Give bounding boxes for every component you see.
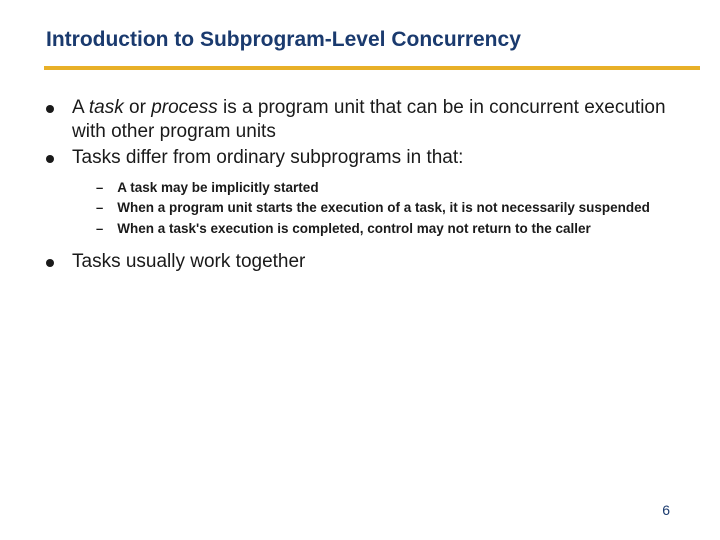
bullet-dot-icon (46, 155, 54, 163)
title-underline (44, 66, 700, 70)
dash-icon: – (96, 221, 103, 236)
sub-item-3: – When a task's execution is completed, … (96, 220, 680, 238)
bullet-text-2: Tasks differ from ordinary subprograms i… (72, 146, 463, 170)
b1-italic-task: task (89, 97, 124, 118)
slide-title: Introduction to Subprogram-Level Concurr… (46, 28, 680, 52)
sub-text-3: When a task's execution is completed, co… (117, 220, 591, 238)
bullet-item-3: Tasks usually work together (46, 250, 680, 274)
dash-icon: – (96, 180, 103, 195)
sub-text-2: When a program unit starts the execution… (117, 199, 650, 217)
bullet-item-2: Tasks differ from ordinary subprograms i… (46, 146, 680, 170)
b1-italic-process: process (151, 97, 218, 118)
main-bullet-list: A task or process is a program unit that… (46, 96, 680, 169)
bullet-item-1: A task or process is a program unit that… (46, 96, 680, 144)
dash-icon: – (96, 200, 103, 215)
sub-item-2: – When a program unit starts the executi… (96, 199, 680, 217)
sub-bullet-list: – A task may be implicitly started – Whe… (96, 179, 680, 238)
slide-container: Introduction to Subprogram-Level Concurr… (0, 0, 720, 540)
bullet-text-3: Tasks usually work together (72, 250, 305, 274)
bullet-dot-icon (46, 105, 54, 113)
b1-mid: or (124, 97, 151, 118)
sub-item-1: – A task may be implicitly started (96, 179, 680, 197)
sub-text-1: A task may be implicitly started (117, 179, 318, 197)
b1-prefix: A (72, 97, 89, 118)
page-number: 6 (662, 502, 670, 518)
main-bullet-list-2: Tasks usually work together (46, 250, 680, 274)
bullet-dot-icon (46, 259, 54, 267)
bullet-text-1: A task or process is a program unit that… (72, 96, 680, 144)
